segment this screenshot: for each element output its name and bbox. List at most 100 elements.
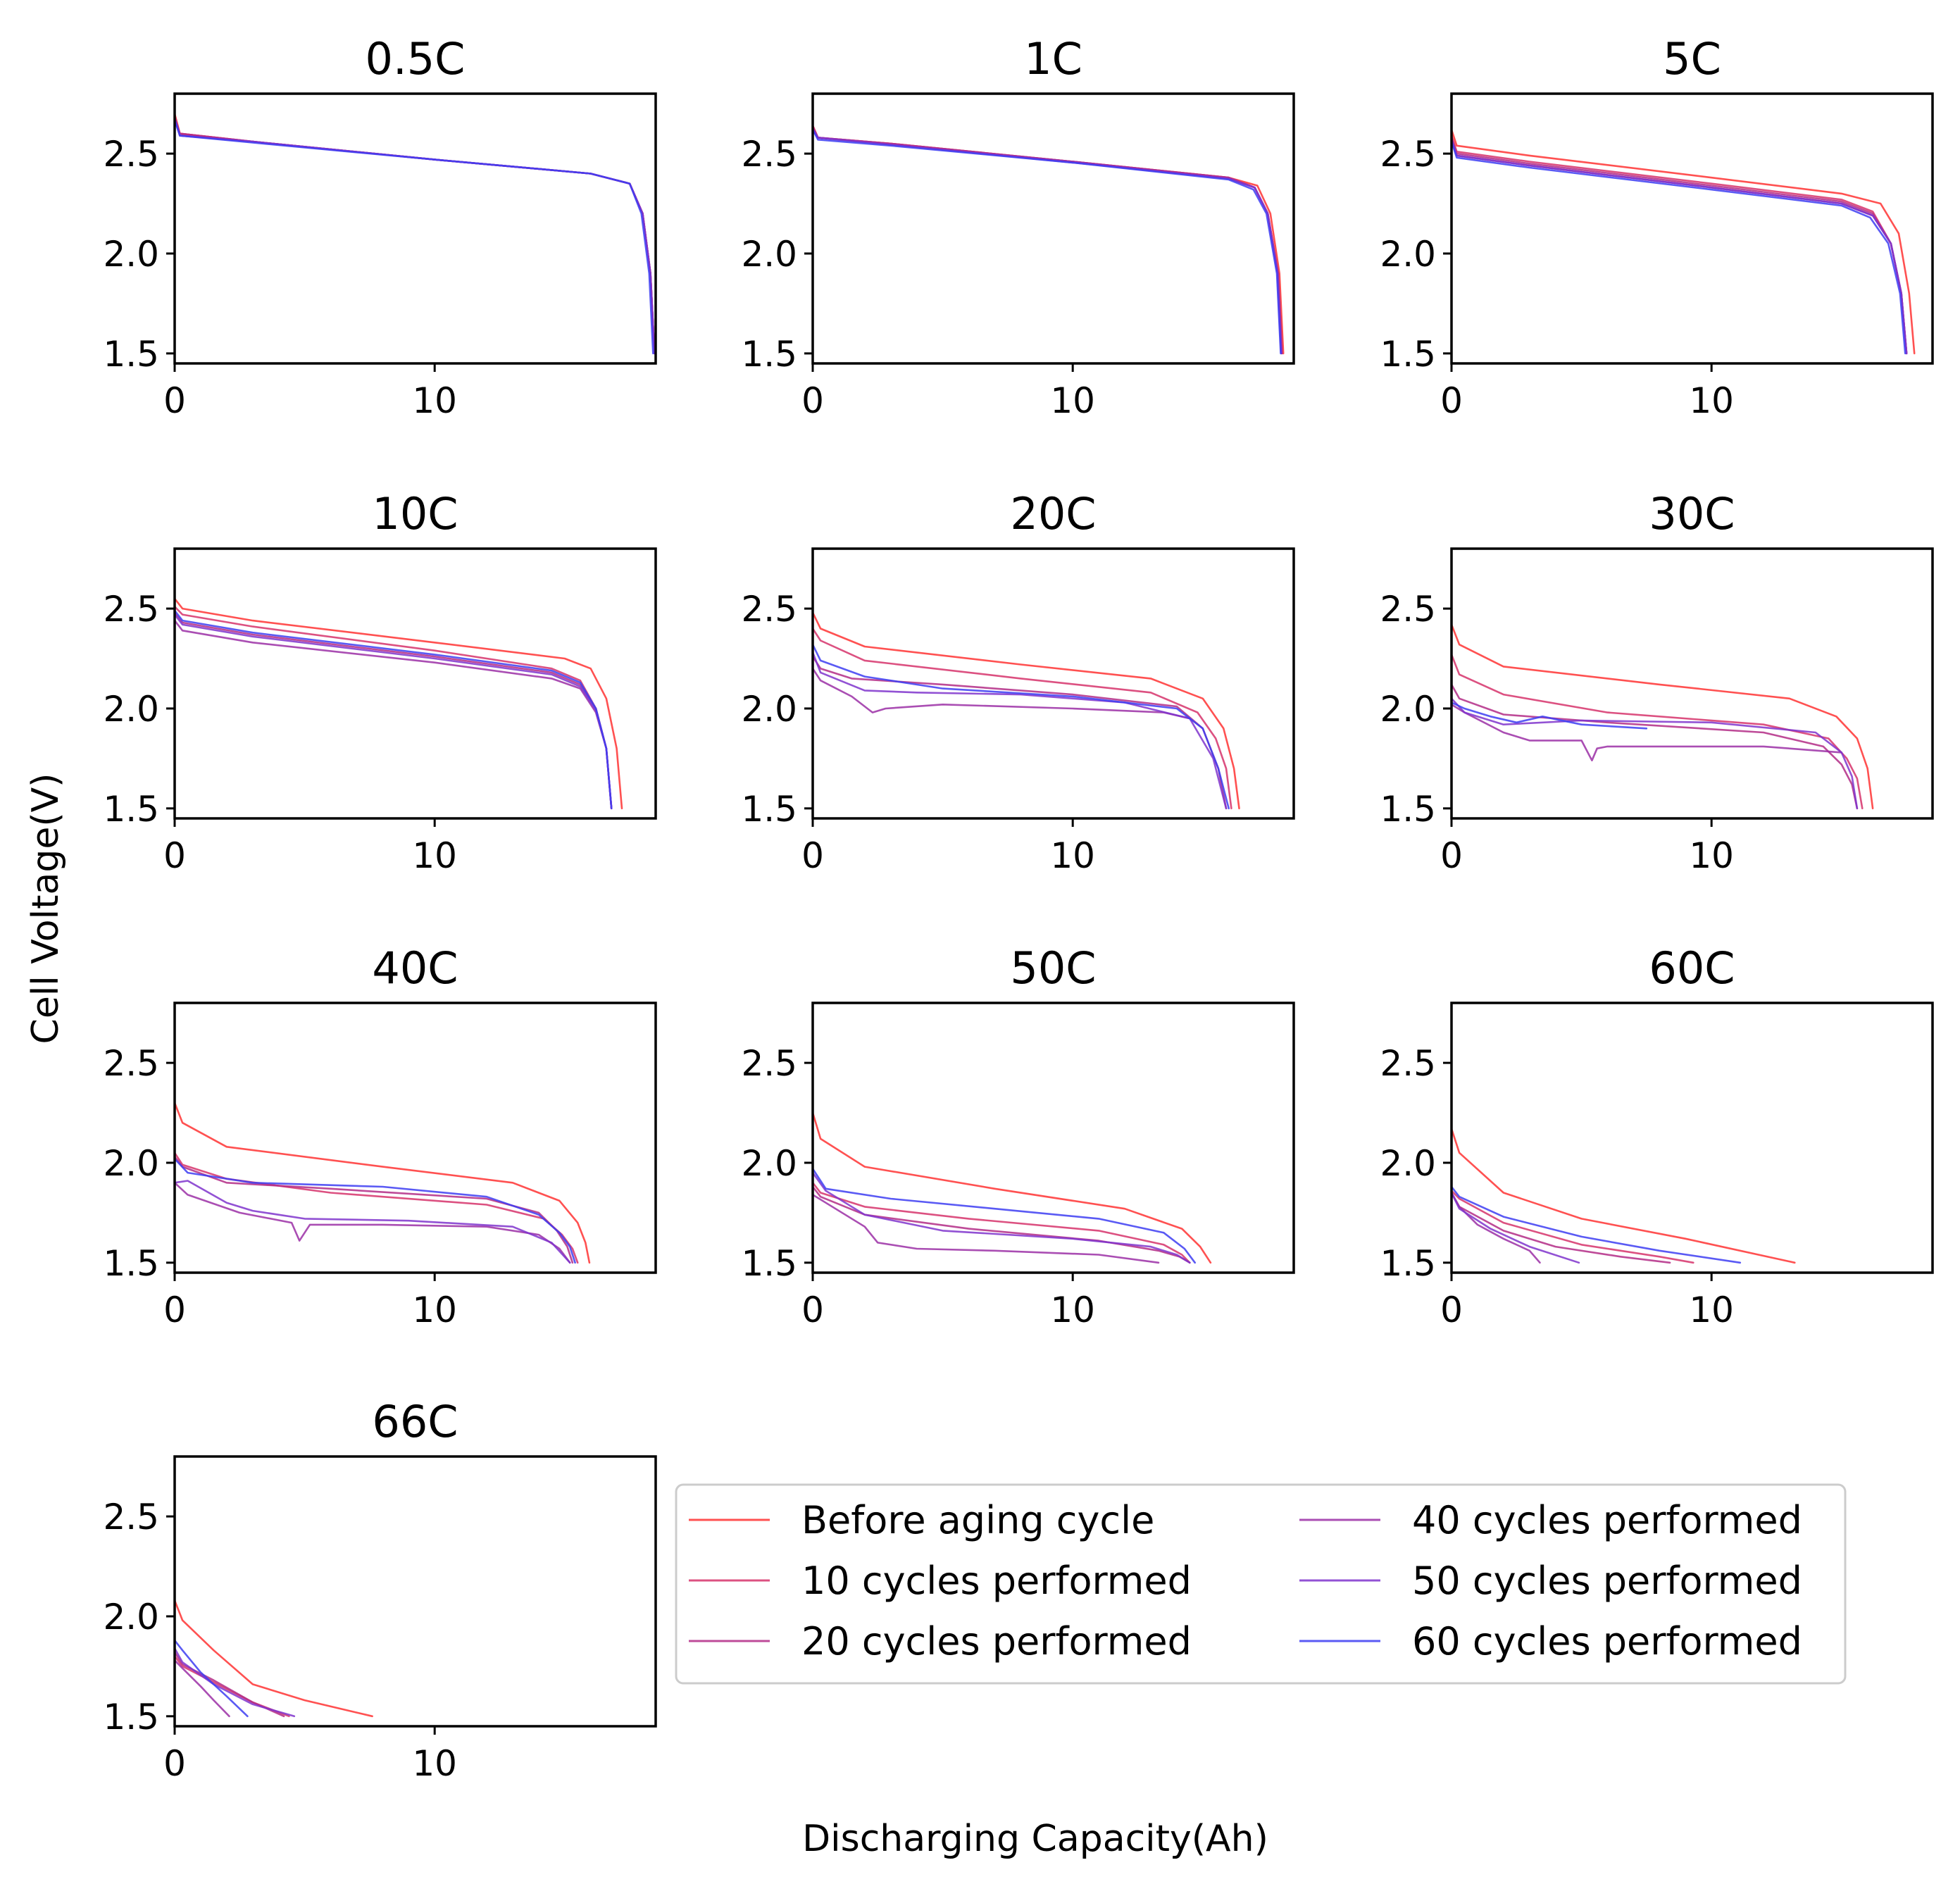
series-line-50-cycles-performed [813,128,1282,355]
y-tick-label: 1.5 [103,334,159,375]
series-lines [813,125,1285,355]
x-tick-label: 10 [1689,380,1734,421]
series-line-60-cycles-performed [813,128,1282,355]
series-line-40-cycles-performed [175,1659,230,1718]
plot-frame [1450,1002,1934,1274]
series-line-60-cycles-performed [1452,1185,1742,1264]
y-tick-label: 2.0 [1380,689,1436,730]
y-tick-label: 2.0 [741,689,797,730]
y-tick-label: 1.5 [103,1243,159,1284]
series-line-40-cycles-performed [1452,703,1843,761]
y-tick-label: 2.5 [1380,589,1436,630]
y-tick-label: 1.5 [1380,1243,1436,1284]
series-line-50-cycles-performed [813,1171,1191,1264]
legend-label: 60 cycles performed [1412,1619,1802,1664]
y-tick-label: 2.0 [103,1143,159,1184]
legend-item-60-cycles-performed: 60 cycles performed [1299,1619,1802,1664]
y-tick-label: 2.0 [741,234,797,275]
series-line-before-aging-cycle [1452,1128,1796,1264]
y-tick-label: 2.5 [103,134,159,175]
series-line-50-cycles-performed [175,1180,571,1264]
panel-title: 20C [1010,488,1096,539]
x-tick-label: 10 [412,1743,457,1784]
series-line-20-cycles-performed [813,126,1283,355]
series-line-20-cycles-performed [175,1156,574,1264]
y-tick-label: 2.0 [1380,1143,1436,1184]
series-lines [175,113,656,355]
series-line-50-cycles-performed [175,118,656,355]
panel-50c: 50C 1.5 2.0 2.5 0 10 [741,942,1295,1330]
series-line-20-cycles-performed [813,655,1228,810]
x-tick-label: 0 [801,380,824,421]
series-line-40-cycles-performed [813,667,1191,720]
legend-label: 40 cycles performed [1412,1498,1802,1542]
series-line-20-cycles-performed [175,116,656,355]
y-tick-label: 2.5 [741,1043,797,1084]
plot-frame [1450,547,1934,820]
x-tick-label: 0 [1440,1290,1463,1330]
y-tick-label: 1.5 [103,1697,159,1738]
legend-item-10-cycles-performed: 10 cycles performed [689,1559,1192,1603]
panel-title: 5C [1663,33,1721,85]
series-lines [1452,128,1916,355]
series-line-50-cycles-performed [175,1647,296,1718]
series-line-40-cycles-performed [813,1194,1160,1264]
x-tick-label: 10 [1689,835,1734,876]
plot-frame [1450,92,1934,365]
panel-title: 60C [1649,942,1735,994]
series-lines [813,611,1240,810]
series-line-40-cycles-performed [175,1182,571,1264]
y-tick-label: 2.5 [103,589,159,630]
panel-grid: 0.5C 1.5 2.0 2.5 0 10 1C 1.5 2.0 2.5 0 10 5C 1.5 2.0 2.… [103,33,1934,1784]
x-tick-label: 0 [801,835,824,876]
legend-item-before-aging-cycle: Before aging cycle [689,1498,1154,1542]
y-tick-label: 2.5 [1380,1043,1436,1084]
series-line-50-cycles-performed [1452,1192,1580,1264]
x-tick-label: 0 [163,380,186,421]
y-tick-label: 1.5 [1380,334,1436,375]
series-line-10-cycles-performed [813,1182,1191,1264]
y-tick-label: 2.0 [741,1143,797,1184]
legend-item-50-cycles-performed: 50 cycles performed [1299,1559,1802,1603]
series-line-10-cycles-performed [1452,654,1864,810]
legend-label: Before aging cycle [801,1498,1154,1542]
panel-title: 10C [372,488,458,539]
series-lines [175,1599,373,1718]
panel-20c: 20C 1.5 2.0 2.5 0 10 [741,488,1295,876]
x-tick-label: 10 [1050,380,1095,421]
series-line-before-aging-cycle [175,1599,373,1718]
series-line-40-cycles-performed [1452,139,1908,355]
series-lines [175,597,623,810]
series-line-60-cycles-performed [175,118,654,355]
series-line-before-aging-cycle [175,597,623,810]
y-tick-label: 1.5 [741,789,797,830]
series-line-60-cycles-performed [813,1168,1196,1264]
y-tick-label: 1.5 [741,1243,797,1284]
x-tick-label: 0 [801,1290,824,1330]
y-tick-label: 2.0 [103,689,159,730]
x-tick-label: 10 [412,380,457,421]
series-line-20-cycles-performed [175,611,613,810]
series-line-10-cycles-performed [1452,135,1908,355]
series-line-40-cycles-performed [1452,1192,1541,1264]
series-line-50-cycles-performed [1452,139,1908,355]
y-tick-label: 1.5 [103,789,159,830]
panel-66c: 66C 1.5 2.0 2.5 0 10 [103,1396,657,1784]
panel-title: 30C [1649,488,1735,539]
panel-40c: 40C 1.5 2.0 2.5 0 10 [103,942,657,1330]
x-tick-label: 0 [1440,835,1463,876]
legend-entries: Before aging cycle 10 cycles performed 20 … [689,1498,1802,1664]
y-tick-label: 1.5 [1380,789,1436,830]
series-line-50-cycles-performed [813,651,1228,810]
panel-title: 50C [1010,942,1096,994]
y-tick-label: 2.5 [103,1043,159,1084]
panel-10c: 10C 1.5 2.0 2.5 0 10 [103,488,657,876]
plot-frame [811,547,1295,820]
series-line-before-aging-cycle [175,1102,591,1264]
series-lines [175,1102,591,1264]
series-lines [1452,623,1874,810]
series-line-10-cycles-performed [1452,1190,1694,1264]
plot-frame [173,1002,657,1274]
panel-title: 0.5C [366,33,466,85]
